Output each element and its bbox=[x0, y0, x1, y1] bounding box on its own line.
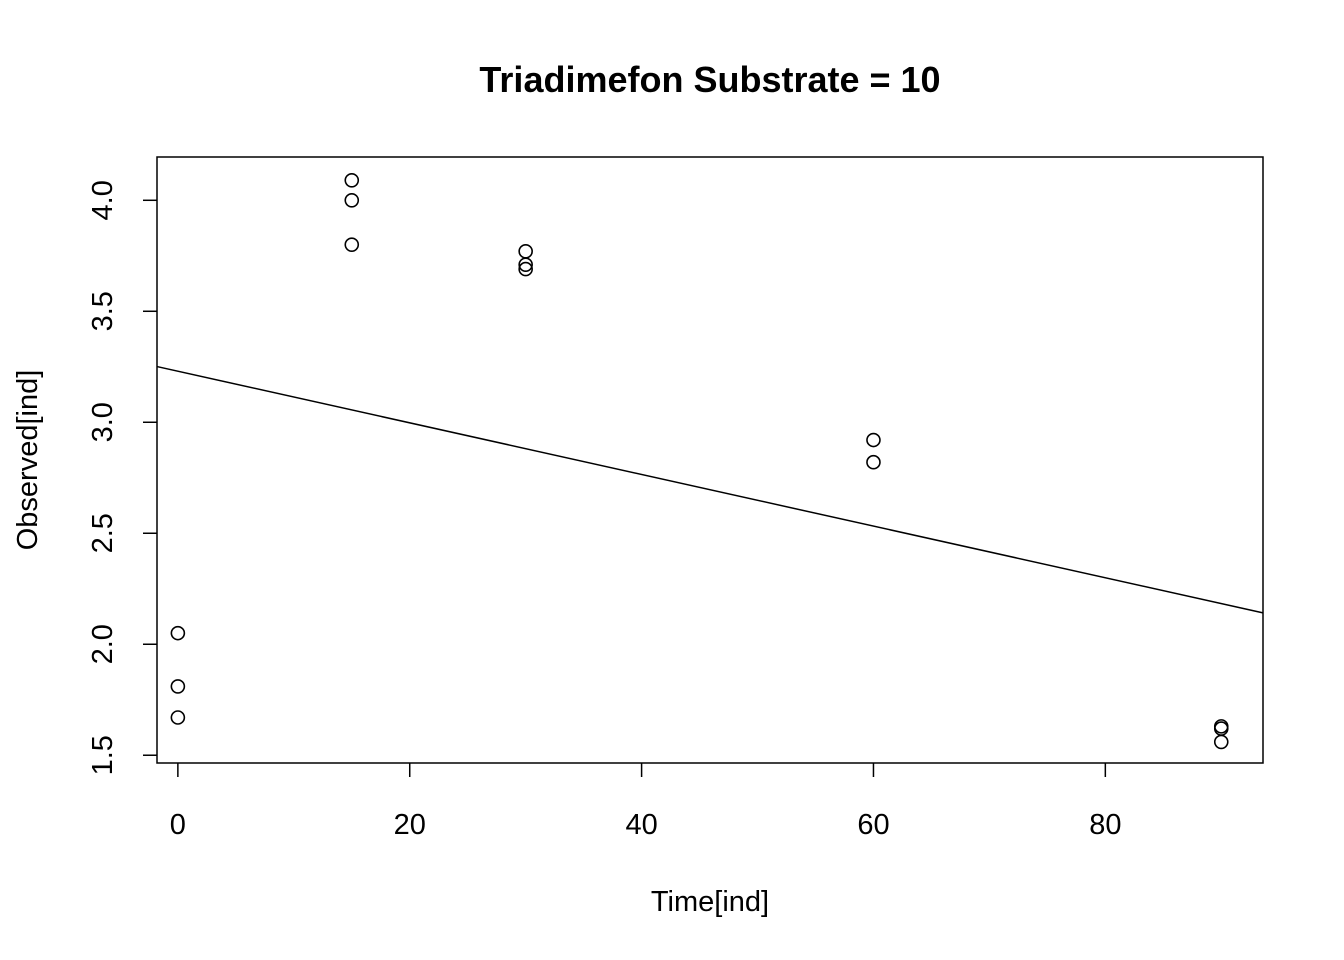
x-tick-label: 40 bbox=[625, 809, 657, 841]
y-tick-label: 4.0 bbox=[87, 180, 119, 220]
data-point bbox=[170, 625, 186, 641]
data-points bbox=[170, 173, 1229, 750]
y-axis-label: Observed[ind] bbox=[12, 370, 44, 551]
data-point bbox=[866, 454, 881, 470]
x-tick-label: 80 bbox=[1089, 809, 1121, 841]
x-axis: 0 20 40 60 80 bbox=[170, 763, 1121, 841]
plot-frame bbox=[156, 156, 1264, 764]
y-tick-label: 3.0 bbox=[87, 402, 119, 442]
chart-title: Triadimefon Substrate = 10 bbox=[479, 59, 940, 100]
fit-line-layer bbox=[156, 365, 1264, 614]
data-point bbox=[344, 192, 360, 208]
data-point bbox=[518, 261, 533, 277]
data-point bbox=[866, 432, 881, 448]
data-point bbox=[344, 237, 360, 252]
data-point bbox=[518, 244, 533, 259]
data-point bbox=[1213, 734, 1229, 750]
data-point bbox=[170, 679, 186, 694]
regression-line bbox=[156, 365, 1264, 614]
y-tick-label: 2.5 bbox=[87, 513, 119, 553]
y-axis: 1.5 2.0 2.5 3.0 3.5 4.0 bbox=[87, 180, 157, 775]
x-tick-label: 20 bbox=[394, 809, 426, 841]
x-tick-label: 60 bbox=[857, 809, 889, 841]
data-point bbox=[518, 257, 533, 272]
y-tick-label: 3.5 bbox=[87, 291, 119, 331]
y-tick-label: 1.5 bbox=[87, 735, 119, 775]
x-tick-label: 0 bbox=[170, 809, 186, 841]
data-point bbox=[344, 173, 360, 188]
x-axis-label: Time[ind] bbox=[651, 886, 769, 918]
data-point bbox=[170, 710, 186, 725]
y-tick-label: 2.0 bbox=[87, 624, 119, 664]
